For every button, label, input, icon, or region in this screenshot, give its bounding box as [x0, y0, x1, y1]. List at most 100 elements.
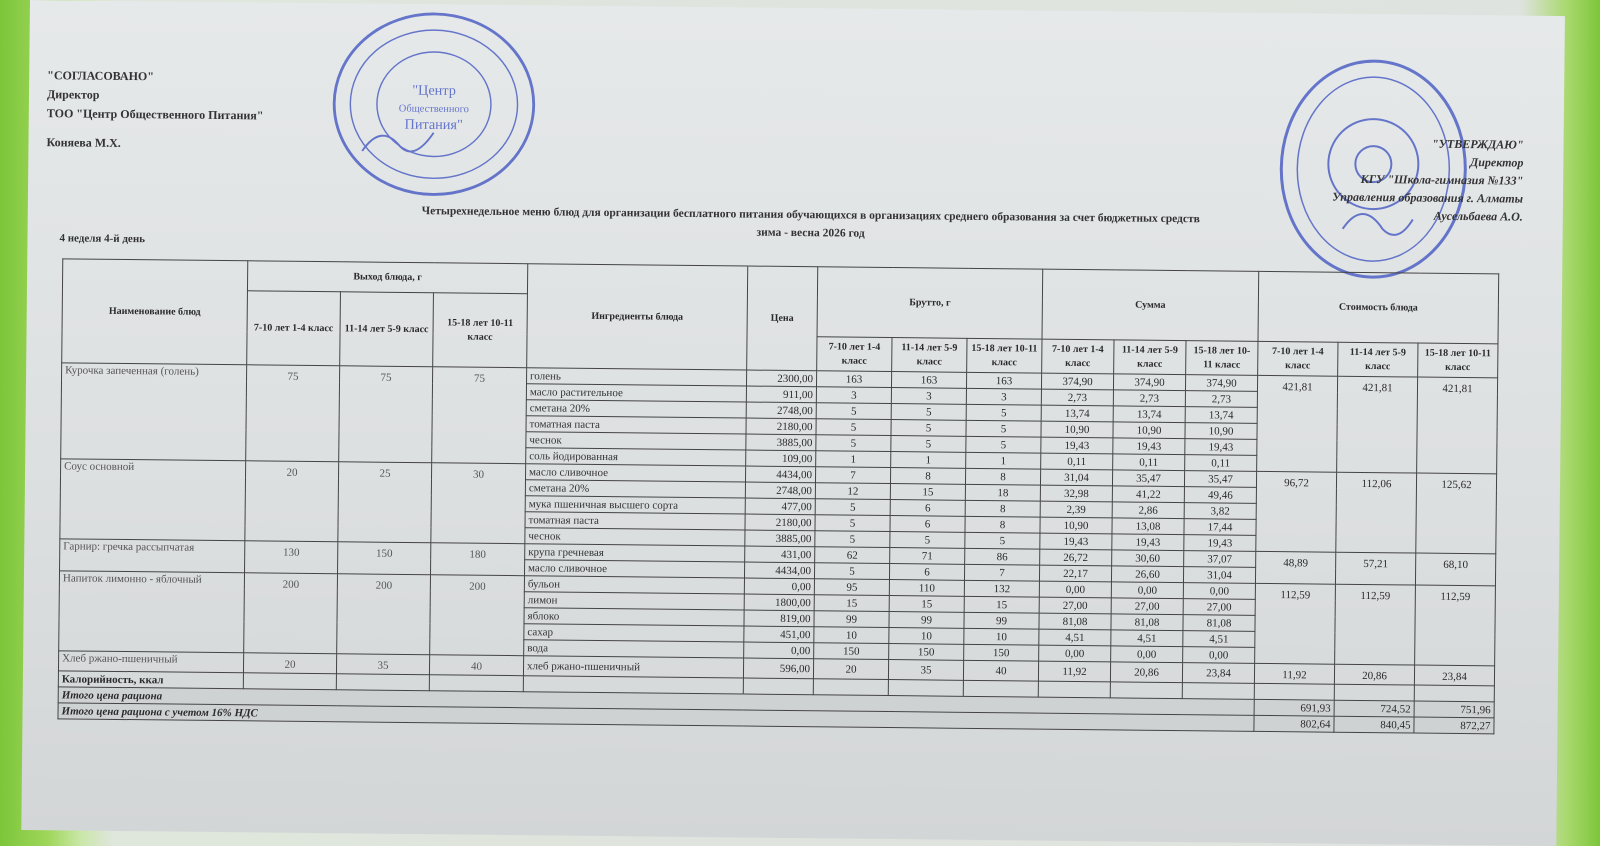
- ingredient-brutto: 15: [964, 596, 1040, 614]
- dish-output: 75: [431, 366, 527, 464]
- dish-name: Курочка запеченная (голень): [60, 362, 247, 461]
- empty-cell: [336, 673, 430, 691]
- ingredient-sum: 374,90: [1041, 373, 1114, 390]
- header-output-age-2: 15-18 лет 10-11 класс: [432, 292, 528, 368]
- approval-right-line1: "УТВЕРЖДАЮ": [1431, 136, 1524, 152]
- document-title: Четырехнедельное меню блюд для организац…: [286, 201, 1336, 248]
- approval-right-line3: КГУ "Школа-гимназия №133": [1360, 171, 1524, 188]
- ingredient-brutto: 99: [963, 612, 1040, 630]
- header-brutto-age-0: 7-10 лет 1-4 класс: [816, 336, 893, 372]
- ingredient-brutto: 5: [965, 436, 1041, 454]
- ingredient-sum: 17,44: [1183, 518, 1257, 536]
- ingredient-price: 1800,00: [744, 594, 815, 611]
- ingredient-brutto: 6: [889, 515, 966, 533]
- ingredient-sum: 19,43: [1040, 437, 1113, 454]
- dish-cost: 125,62: [1415, 473, 1497, 554]
- ingredient-sum: 27,00: [1111, 597, 1184, 615]
- ingredient-brutto: 5: [815, 434, 891, 452]
- header-brutto-age-2: 15-18 лет 10-11 класс: [966, 338, 1043, 374]
- dish-output: 200: [336, 573, 431, 655]
- ingredient-sum: 81,08: [1182, 614, 1256, 632]
- ingredient-sum: 19,43: [1183, 534, 1256, 552]
- ingredient-brutto: 18: [965, 484, 1041, 502]
- ingredient-sum: 0,00: [1110, 645, 1183, 663]
- total-row-value: 691,93: [1254, 699, 1335, 717]
- empty-cell: [1038, 681, 1111, 698]
- dish-cost: 112,59: [1334, 584, 1416, 666]
- ingredient-sum: 81,08: [1038, 613, 1112, 630]
- approval-right-line4: Управления образования г. Алматы: [1332, 189, 1524, 206]
- ingredient-price: 477,00: [745, 498, 816, 515]
- ingredient-sum: 35,47: [1184, 470, 1257, 488]
- empty-cell: [1182, 682, 1255, 700]
- ingredient-price: 431,00: [744, 546, 815, 563]
- empty-cell: [888, 679, 964, 697]
- dish-output: 180: [430, 542, 525, 576]
- dish-output: 200: [243, 572, 338, 654]
- dish-cost: 421,81: [1416, 377, 1498, 474]
- ingredient-sum: 19,43: [1184, 438, 1257, 456]
- ingredient-sum: 23,84: [1182, 662, 1255, 684]
- dish-cost: 23,84: [1414, 665, 1495, 686]
- empty-cell: [429, 674, 524, 692]
- ingredient-price: 2180,00: [745, 418, 817, 435]
- empty-cell: [743, 678, 814, 695]
- dish-cost: 112,59: [1414, 585, 1496, 666]
- ingredient-brutto: 8: [965, 500, 1041, 518]
- ingredient-brutto: 5: [891, 403, 967, 421]
- ingredient-sum: 0,00: [1039, 581, 1112, 598]
- dish-cost: 421,81: [1336, 376, 1418, 474]
- ingredient-sum: 0,11: [1184, 454, 1257, 472]
- dish-name: Напиток лимонно - яблочный: [58, 570, 245, 653]
- dish-name: Гарнир: гречка рассыпчатая: [59, 538, 245, 573]
- ingredient-brutto: 163: [816, 370, 892, 388]
- dish-cost: 421,81: [1256, 375, 1338, 473]
- total-vat-row-value: 872,27: [1413, 717, 1495, 734]
- ingredient-brutto: 7: [964, 564, 1040, 582]
- ingredient-sum: 10,90: [1040, 421, 1114, 438]
- ingredient-sum: 2,73: [1113, 389, 1186, 407]
- ingredient-sum: 0,00: [1111, 581, 1184, 599]
- ingredient-price: 0,00: [743, 642, 814, 659]
- ingredient-brutto: 5: [815, 498, 891, 516]
- stamp-right: [1279, 59, 1467, 279]
- ingredient-sum: 35,47: [1112, 469, 1185, 487]
- dish-cost: 57,21: [1335, 552, 1416, 586]
- ingredient-brutto: 8: [965, 468, 1041, 486]
- ingredient-sum: 10,90: [1112, 421, 1186, 439]
- ingredient-price: 2300,00: [746, 370, 817, 387]
- dish-output: 40: [429, 654, 524, 676]
- ingredient-brutto: 15: [890, 483, 966, 501]
- ingredient-sum: 0,00: [1182, 646, 1255, 664]
- dish-cost: 11,92: [1254, 663, 1335, 685]
- ingredient-price: 2748,00: [745, 482, 816, 499]
- ingredient-brutto: 71: [889, 547, 965, 565]
- ingredient-price: 451,00: [743, 626, 814, 643]
- ingredient-sum: 27,00: [1039, 597, 1112, 614]
- ingredient-brutto: 5: [964, 532, 1040, 550]
- ingredient-brutto: 8: [964, 516, 1041, 534]
- empty-cell: [1254, 683, 1335, 701]
- ingredient-brutto: 150: [888, 643, 964, 661]
- ingredient-brutto: 40: [963, 660, 1039, 682]
- approval-left-line3: ТОО "Центр Общественного Питания": [46, 106, 264, 123]
- approval-left: "СОГЛАСОВАНО" Директор ТОО "Центр Общест…: [46, 66, 264, 154]
- dish-output: 35: [336, 653, 430, 675]
- ingredient-brutto: 10: [888, 627, 964, 645]
- empty-cell: [963, 680, 1039, 698]
- ingredient-sum: 19,43: [1039, 533, 1112, 550]
- ingredient-brutto: 150: [813, 642, 889, 660]
- ingredient-sum: 4,51: [1038, 629, 1111, 646]
- approval-right: "УТВЕРЖДАЮ" Директор КГУ "Школа-гимназия…: [1332, 134, 1524, 226]
- empty-cell: [1334, 684, 1415, 702]
- ingredient-sum: 19,43: [1112, 437, 1185, 455]
- approval-right-line5: Аусельбаева А.О.: [1433, 208, 1523, 224]
- dish-cost: 112,59: [1254, 583, 1336, 665]
- approval-left-line2: Директор: [46, 87, 100, 102]
- ingredient-brutto: 35: [888, 659, 964, 681]
- ingredient-price: 3885,00: [744, 530, 815, 547]
- ingredient-brutto: 95: [814, 578, 890, 596]
- stamp-left-text2: Общественного: [399, 103, 469, 115]
- ingredient-brutto: 10: [813, 626, 889, 644]
- ingredient-brutto: 3: [816, 386, 892, 404]
